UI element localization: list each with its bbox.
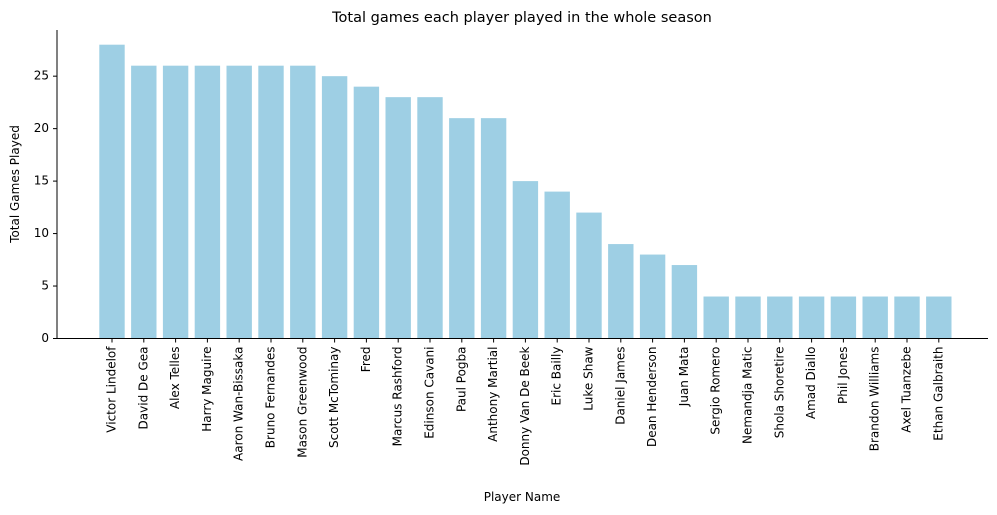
x-tick-label: Aaron Wan-Bissaka (232, 347, 246, 461)
bar (258, 65, 284, 339)
x-tick-label: Alex Telles (168, 347, 182, 410)
bar (767, 296, 793, 339)
x-tick-label: Paul Pogba (454, 347, 468, 413)
bar (894, 296, 920, 339)
chart-title: Total games each player played in the wh… (331, 10, 712, 26)
y-tick-label: 5 (41, 279, 49, 293)
bar (926, 296, 952, 339)
y-tick-label: 10 (34, 226, 49, 240)
y-tick-label: 20 (34, 121, 49, 135)
bar (131, 65, 157, 339)
x-tick-label: Nemandja Matic (741, 347, 755, 444)
bar (544, 191, 570, 339)
bar (449, 118, 475, 339)
x-tick-label: Harry Maguire (200, 347, 214, 432)
x-tick-label: Victor Lindelof (105, 346, 119, 433)
bar (480, 118, 507, 339)
bar (226, 65, 252, 339)
x-tick-label: Dean Henderson (645, 347, 659, 448)
x-tick-label: Eric Bailly (550, 347, 564, 406)
x-tick-label: Phil Jones (836, 347, 850, 404)
bar (194, 65, 221, 339)
x-tick-label: Fred (359, 347, 373, 373)
x-tick-label: Donny Van De Beek (518, 346, 532, 465)
y-tick-label: 25 (34, 69, 49, 83)
bar (99, 44, 125, 339)
x-tick-label: Luke Shaw (582, 346, 596, 410)
x-tick-label: Scott McTominay (327, 347, 341, 448)
bar (353, 86, 380, 339)
bar (639, 254, 666, 339)
x-axis-title: Player Name (484, 490, 561, 504)
y-axis-title: Total Games Played (8, 125, 22, 244)
bar (576, 212, 602, 339)
x-tick-label: Shola Shoretire (772, 347, 786, 439)
x-tick-label: Amad Diallo (804, 347, 818, 420)
x-tick-label: Anthony Martial (486, 347, 500, 442)
x-tick-label: David De Gea (136, 347, 150, 430)
bar (321, 76, 348, 339)
x-tick-label: Bruno Fernandes (264, 347, 278, 449)
x-tick-label: Sergio Romero (709, 347, 723, 435)
x-tick-label: Juan Mata (677, 347, 691, 408)
bar (862, 296, 888, 339)
bar (290, 65, 316, 339)
x-tick-label: Ethan Galbraith (931, 347, 945, 441)
bar (608, 244, 634, 339)
x-tick-label: Mason Greenwood (295, 347, 309, 458)
bar (830, 296, 857, 339)
bar (671, 265, 698, 339)
bar (417, 97, 443, 339)
x-tick-label: Axel Tuanzebe (900, 347, 914, 433)
bar (162, 65, 189, 339)
x-tick-label: Marcus Rashford (391, 347, 405, 447)
y-tick-label: 15 (34, 174, 49, 188)
bar (735, 296, 761, 339)
y-tick-label: 0 (41, 331, 49, 345)
bars-group (99, 44, 952, 339)
y-axis-ticks: 0 5 10 15 20 25 (34, 69, 57, 345)
x-axis-ticks: Victor Lindelof David De Gea Alex Telles Ha… (105, 338, 945, 466)
bar (703, 296, 729, 339)
bar (798, 296, 825, 339)
x-tick-label: Edinson Cavani (423, 347, 437, 439)
x-tick-label: Daniel James (613, 347, 627, 425)
x-tick-label: Brandon Williams (868, 347, 882, 452)
bar (512, 181, 539, 339)
bar (385, 97, 411, 339)
